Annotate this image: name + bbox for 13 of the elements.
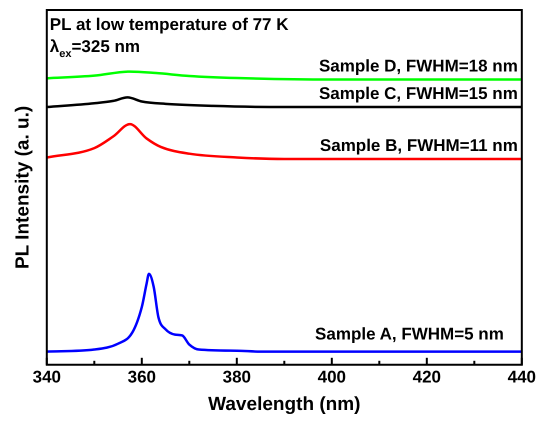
series-label: Sample C, FWHM=15 nm xyxy=(318,84,518,104)
x-tick-label: 380 xyxy=(222,368,251,387)
x-tick-label: 340 xyxy=(32,368,61,387)
text: PL at low temperature of 77 K xyxy=(50,15,290,34)
series-label: Sample A, FWHM=5 nm xyxy=(315,324,504,344)
series-label: Sample B, FWHM=11 nm xyxy=(320,136,518,155)
y-axis-title: PL Intensity (a. u.) xyxy=(12,106,34,270)
x-tick-label: 440 xyxy=(508,368,536,387)
x-tick-label: 400 xyxy=(318,368,346,387)
x-tick-label: 360 xyxy=(128,368,156,387)
x-axis-title: Wavelength (nm) xyxy=(208,394,360,415)
series-label: Sample D, FWHM=18 nm xyxy=(318,56,518,76)
x-tick-label: 420 xyxy=(412,368,441,387)
